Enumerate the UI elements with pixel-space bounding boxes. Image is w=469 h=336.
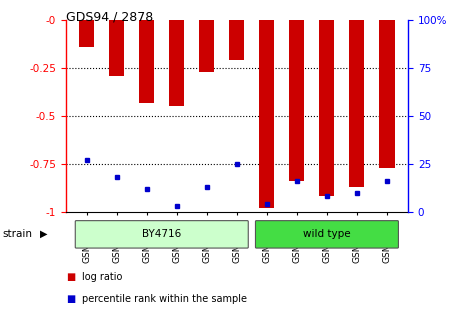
Bar <box>349 20 364 187</box>
Bar <box>169 20 184 107</box>
Bar <box>319 20 334 196</box>
Bar <box>199 20 214 72</box>
Text: ▶: ▶ <box>40 228 48 239</box>
Text: BY4716: BY4716 <box>142 229 182 239</box>
Bar <box>379 20 394 168</box>
Text: percentile rank within the sample: percentile rank within the sample <box>82 294 247 304</box>
Text: log ratio: log ratio <box>82 272 122 282</box>
Bar <box>109 20 124 76</box>
Text: strain: strain <box>2 228 32 239</box>
Bar <box>259 20 274 208</box>
Bar <box>289 20 304 181</box>
Text: wild type: wild type <box>303 229 351 239</box>
Bar <box>139 20 154 102</box>
FancyBboxPatch shape <box>256 221 399 248</box>
Text: GDS94 / 2878: GDS94 / 2878 <box>66 10 153 23</box>
FancyBboxPatch shape <box>75 221 248 248</box>
Text: ■: ■ <box>66 272 75 282</box>
Bar <box>79 20 94 47</box>
Text: ■: ■ <box>66 294 75 304</box>
Bar <box>229 20 244 60</box>
